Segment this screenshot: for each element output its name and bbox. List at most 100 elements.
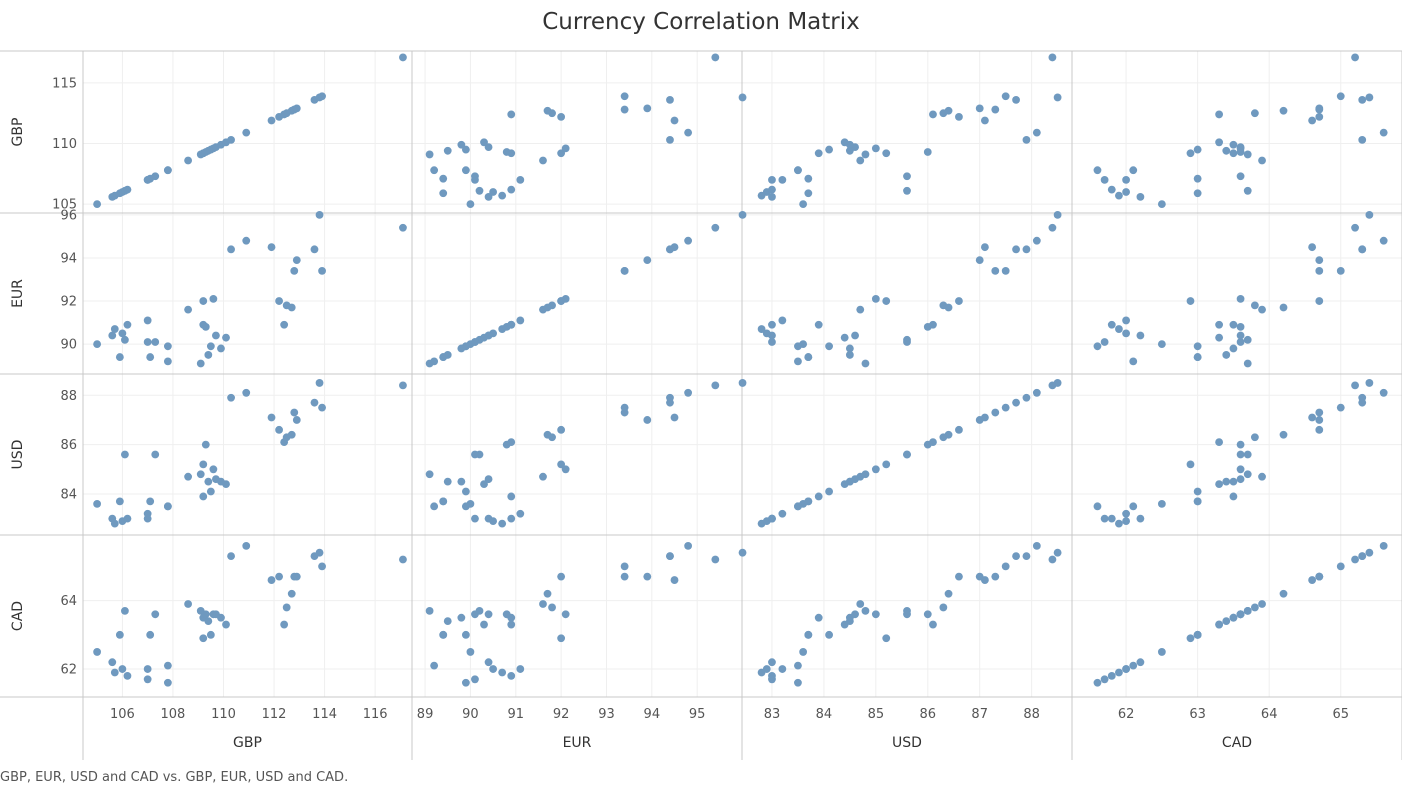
chart-caption: GBP, EUR, USD and CAD vs. GBP, EUR, USD … xyxy=(0,770,349,785)
data-point xyxy=(684,541,693,550)
data-point xyxy=(471,338,479,346)
data-point xyxy=(1193,353,1202,361)
data-point xyxy=(146,630,155,639)
data-point xyxy=(1243,150,1252,159)
data-point xyxy=(115,497,124,506)
panel-cad-vs-cad xyxy=(1093,541,1388,687)
data-point xyxy=(539,600,547,608)
data-point xyxy=(93,200,102,209)
data-point xyxy=(1250,433,1259,442)
data-point xyxy=(1229,477,1238,486)
data-point xyxy=(489,665,497,673)
data-point xyxy=(1093,502,1102,511)
data-point xyxy=(1122,175,1130,184)
data-point xyxy=(804,174,813,183)
data-point xyxy=(1229,320,1238,329)
data-point xyxy=(871,465,880,474)
data-point xyxy=(275,572,283,581)
data-point xyxy=(643,104,652,113)
panel-gbp-vs-eur xyxy=(425,53,747,209)
data-point xyxy=(1022,552,1031,561)
panel-eur-vs-usd xyxy=(757,210,1062,368)
data-point xyxy=(929,438,937,447)
data-point xyxy=(1193,342,1202,351)
y-tick-label: 62 xyxy=(60,663,77,678)
data-point xyxy=(561,144,570,153)
data-point xyxy=(1136,331,1145,340)
data-point xyxy=(557,112,566,121)
data-point xyxy=(856,600,865,608)
data-point xyxy=(1243,606,1252,615)
data-point xyxy=(762,665,771,673)
data-point xyxy=(110,325,119,333)
data-point xyxy=(212,331,220,340)
data-point xyxy=(620,403,629,412)
data-point xyxy=(1186,149,1195,158)
data-point xyxy=(1236,323,1245,331)
data-point xyxy=(548,603,556,612)
data-point xyxy=(457,140,466,149)
data-point xyxy=(290,408,299,417)
panel-gbp-vs-cad xyxy=(1093,53,1388,209)
data-point xyxy=(475,186,484,195)
data-point xyxy=(461,166,470,175)
data-point xyxy=(1012,398,1020,407)
data-point xyxy=(666,398,674,407)
data-point xyxy=(757,325,766,333)
data-point xyxy=(955,297,963,305)
data-point xyxy=(267,243,276,252)
data-point xyxy=(1129,357,1138,366)
data-point xyxy=(516,175,525,184)
y-axis-label-usd: USD xyxy=(10,440,26,470)
data-point xyxy=(457,477,466,486)
data-point xyxy=(199,297,208,305)
data-point xyxy=(1136,192,1145,201)
data-point xyxy=(1351,555,1359,564)
x-tick-label: 86 xyxy=(920,707,937,722)
data-point xyxy=(991,408,1000,417)
data-point xyxy=(1215,110,1224,119)
data-point xyxy=(206,487,215,496)
data-point xyxy=(242,236,251,245)
data-point xyxy=(825,630,833,639)
data-point xyxy=(1186,634,1195,643)
data-point xyxy=(1093,342,1102,351)
data-point xyxy=(666,135,674,144)
data-point xyxy=(184,156,193,165)
x-axis-label-cad: CAD xyxy=(1222,735,1252,751)
data-point xyxy=(620,562,629,571)
data-point xyxy=(471,610,479,619)
data-point xyxy=(1100,175,1109,184)
data-point xyxy=(856,305,865,314)
data-point xyxy=(1122,316,1130,325)
data-point xyxy=(443,351,452,359)
panel-usd-vs-usd xyxy=(757,379,1062,528)
data-point xyxy=(1222,617,1231,626)
data-point xyxy=(471,514,479,523)
data-point xyxy=(643,572,652,581)
data-point xyxy=(267,413,276,422)
data-point xyxy=(738,379,747,387)
data-point xyxy=(1215,480,1224,489)
data-point xyxy=(903,186,911,195)
data-point xyxy=(430,166,439,175)
x-tick-label: 110 xyxy=(211,707,236,722)
data-point xyxy=(1229,344,1238,353)
data-point xyxy=(1243,359,1252,368)
data-point xyxy=(561,610,570,619)
data-point xyxy=(1236,475,1245,484)
data-point xyxy=(1250,109,1259,118)
data-point xyxy=(267,116,276,125)
data-point xyxy=(1022,135,1031,144)
data-point xyxy=(955,425,963,434)
x-tick-label: 85 xyxy=(868,707,885,722)
data-point xyxy=(1122,509,1130,518)
data-point xyxy=(163,342,172,351)
data-point xyxy=(738,210,747,219)
data-point xyxy=(287,589,296,598)
data-point xyxy=(143,665,152,673)
data-point xyxy=(399,223,407,232)
data-point xyxy=(110,668,119,677)
data-point xyxy=(151,172,160,181)
data-point xyxy=(315,379,324,387)
